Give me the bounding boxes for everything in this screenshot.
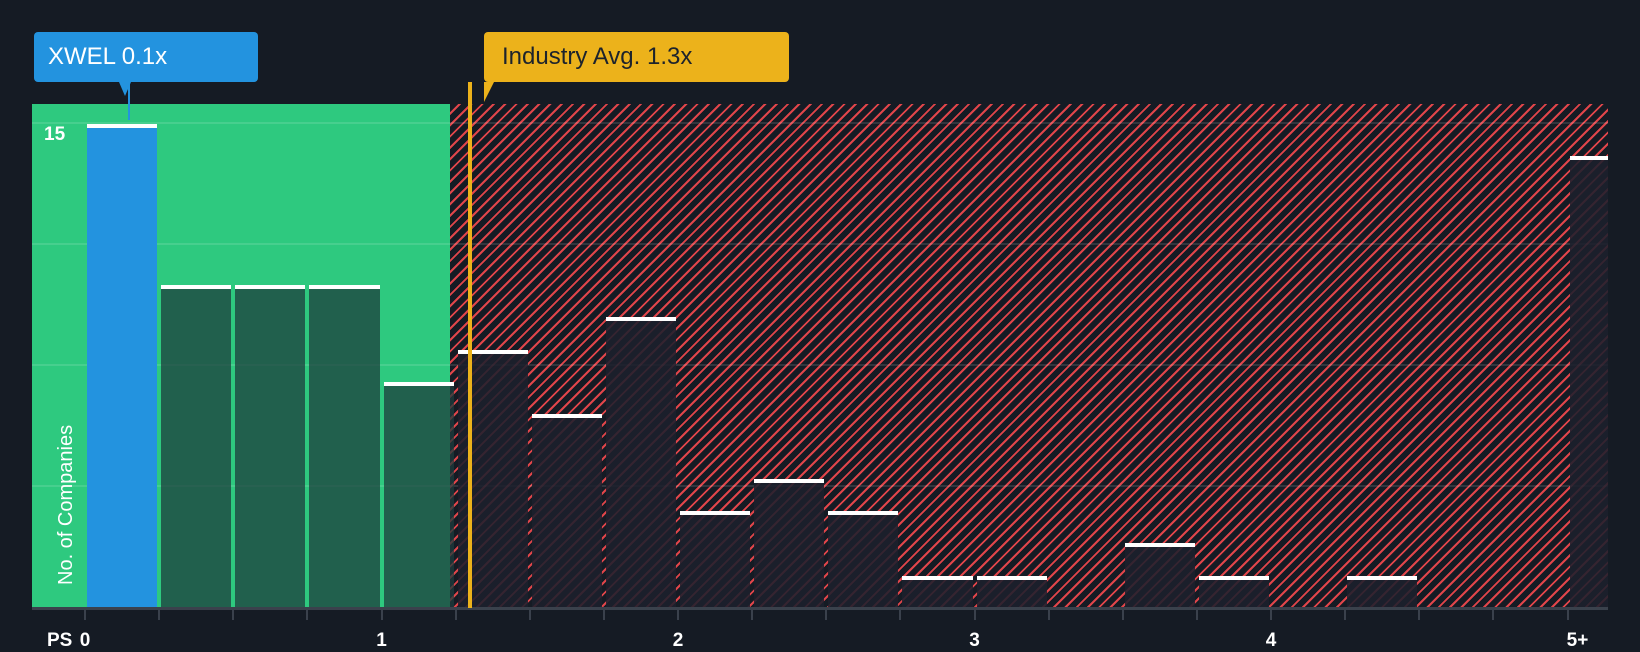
- histogram-bar: [1198, 575, 1269, 608]
- bar-cap: [1569, 155, 1608, 160]
- bar-cap: [457, 349, 528, 354]
- x-tick: [1270, 610, 1272, 620]
- bar-cap: [1347, 575, 1418, 580]
- histogram-bar: [828, 511, 899, 608]
- industry-callout-pointer: [484, 82, 494, 102]
- histogram-bar: [1124, 543, 1195, 608]
- histogram-bar: [383, 381, 454, 608]
- industry-avg-line: [468, 82, 473, 608]
- x-tick-label: 5+: [1566, 630, 1589, 651]
- subject-marker-line: [128, 82, 130, 120]
- x-tick-label: 4: [1265, 630, 1277, 651]
- bar-cap: [161, 285, 232, 289]
- x-tick: [751, 610, 754, 620]
- industry-avg-callout: Industry Avg. 1.3x: [484, 32, 789, 82]
- histogram-bar: [680, 511, 751, 608]
- bar-cap: [383, 381, 454, 386]
- x-tick: [380, 610, 383, 620]
- x-tick: [973, 610, 976, 620]
- x-tick: [232, 610, 235, 620]
- histogram-bar: [976, 575, 1047, 608]
- x-tick: [602, 610, 605, 620]
- bar-cap: [309, 285, 380, 289]
- x-tick: [158, 610, 161, 620]
- bar-cap: [605, 317, 676, 322]
- x-tick: [306, 610, 309, 620]
- histogram-bar: [902, 575, 973, 608]
- x-tick: [1492, 610, 1495, 620]
- bar-cap: [976, 575, 1047, 580]
- histogram-bar: [1347, 575, 1418, 608]
- bar-cap: [235, 285, 306, 289]
- histogram-bar: [754, 478, 825, 608]
- x-tick: [454, 610, 457, 620]
- x-tick: [1047, 610, 1050, 620]
- x-tick: [677, 610, 679, 620]
- x-tick: [84, 610, 86, 620]
- gridline: [32, 242, 1608, 245]
- bar-cap: [828, 511, 899, 516]
- x-tick: [1121, 610, 1124, 620]
- x-tick: [825, 610, 828, 620]
- subject-callout: XWEL 0.1x: [34, 32, 258, 82]
- histogram-bar: [605, 317, 676, 608]
- bar-cap: [680, 511, 751, 516]
- bar-cap: [1124, 543, 1195, 548]
- x-tick: [899, 610, 902, 620]
- bar-cap: [87, 123, 158, 128]
- x-tick-label: 3: [969, 630, 980, 651]
- x-tick-label: 0: [79, 630, 91, 651]
- x-axis-title: PS: [47, 630, 73, 651]
- bar-cap: [1198, 575, 1269, 580]
- x-tick-label: 1: [376, 630, 387, 651]
- gridline: [32, 121, 1608, 124]
- plot-area: [32, 104, 1608, 608]
- histogram-bar: [1569, 155, 1608, 608]
- histogram-bar: [531, 414, 602, 608]
- x-tick: [1344, 610, 1347, 620]
- x-tick-label: 2: [672, 630, 684, 651]
- subject-bar: [87, 123, 158, 608]
- x-tick: [1418, 610, 1421, 620]
- x-tick: [1195, 610, 1198, 620]
- x-tick: [1566, 610, 1569, 620]
- x-tick: [528, 610, 531, 620]
- y-axis-title: No. of Companies: [55, 424, 77, 585]
- x-axis-line: [32, 607, 1608, 610]
- bar-cap: [531, 414, 602, 419]
- gridline: [32, 363, 1608, 366]
- bar-cap: [902, 575, 973, 580]
- y-tick-15: 15: [44, 124, 66, 145]
- histogram-bar: [235, 285, 306, 608]
- histogram-bar: [161, 285, 232, 608]
- bar-cap: [754, 478, 825, 483]
- histogram-bar: [309, 285, 380, 608]
